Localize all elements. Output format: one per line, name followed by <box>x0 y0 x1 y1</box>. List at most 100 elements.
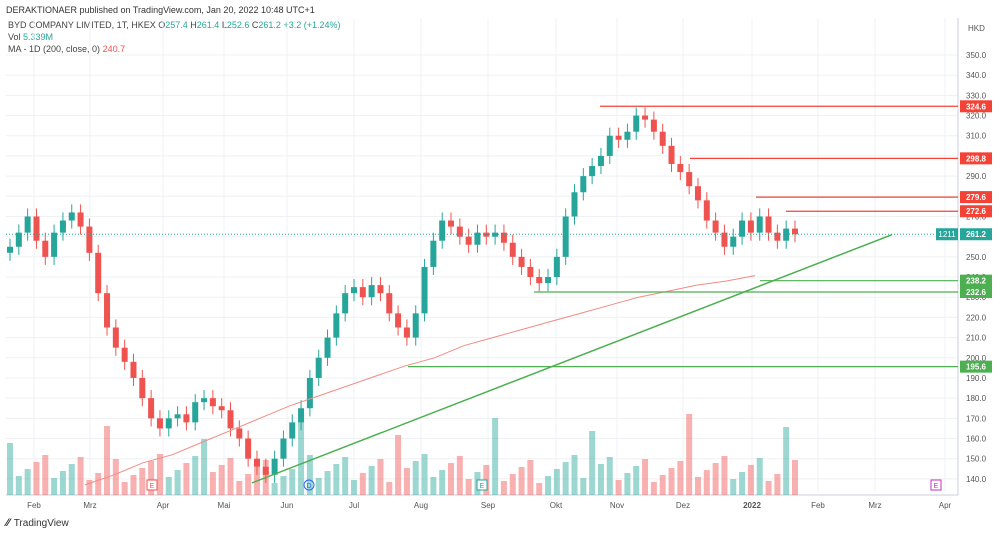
candle-body <box>262 466 269 475</box>
volume-bar <box>456 456 463 495</box>
candle-body <box>148 398 155 419</box>
candle-body <box>156 418 163 429</box>
x-tick-label: Apr <box>157 501 170 510</box>
legend-close-label: C <box>251 20 259 30</box>
candle-body <box>306 377 313 409</box>
y-tick-label: 150.0 <box>966 455 987 464</box>
x-tick-label: Nov <box>610 501 624 510</box>
legend-low: 252.6 <box>226 20 250 30</box>
candle-body <box>395 313 402 328</box>
earnings-marker-icon <box>146 479 158 491</box>
candle-body <box>121 347 128 362</box>
candle-body <box>165 418 172 429</box>
candle-body <box>792 228 798 235</box>
earnings-marker-icon <box>930 479 942 491</box>
volume-bar <box>439 470 446 495</box>
volume-bar <box>580 478 587 495</box>
volume-bar <box>571 455 578 495</box>
volume-bar <box>377 459 384 495</box>
volume-bar <box>774 474 781 495</box>
y-tick-label: 350.0 <box>966 51 987 60</box>
volume-bar <box>650 482 657 495</box>
publish-info: DERAKTIONAER published on TradingView.co… <box>6 5 315 15</box>
volume-bar <box>227 458 234 495</box>
volume-bar <box>492 418 499 495</box>
volume-bar <box>509 474 516 495</box>
candle-body <box>271 458 278 475</box>
x-tick-label: 2022 <box>743 501 761 510</box>
volume-bar <box>642 459 649 495</box>
volume-bar <box>95 473 102 495</box>
candle-body <box>650 119 657 132</box>
legend-high: 261.4 <box>196 20 220 30</box>
volume-bar <box>421 454 428 495</box>
candle-body <box>236 428 243 439</box>
candle-body <box>421 266 428 314</box>
x-tick-label: Mrz <box>83 501 96 510</box>
candle-body <box>403 327 410 338</box>
y-tick-label: 290.0 <box>966 172 987 181</box>
support-price-tag <box>960 285 992 298</box>
volume-bar <box>298 422 305 495</box>
x-tick-label: Feb <box>27 501 41 510</box>
resistance-price-tag <box>960 191 992 204</box>
volume-bar <box>633 466 640 495</box>
y-tick-label: 340.0 <box>966 71 987 80</box>
candle-body <box>289 422 296 439</box>
volume-bar <box>77 457 84 495</box>
legend-open: 257.4 <box>165 20 188 30</box>
candle-body <box>95 252 102 294</box>
candle-body <box>571 192 578 217</box>
candle-body <box>545 277 552 284</box>
legend-ma-value: 240.7 <box>102 44 126 54</box>
x-tick-label: Dez <box>676 501 690 510</box>
volume-bar <box>694 477 701 495</box>
candle-body <box>315 357 322 378</box>
candle-body <box>597 155 604 167</box>
volume-bar <box>174 470 181 495</box>
trendline <box>251 233 893 484</box>
support-price-tag <box>960 360 992 373</box>
volume-bar <box>765 481 772 495</box>
volume-bar <box>553 469 560 495</box>
candle-body <box>104 293 111 328</box>
candle-body <box>562 216 569 257</box>
volume-bar <box>545 476 552 495</box>
volume-bar <box>403 468 410 495</box>
moving-average-line <box>84 275 756 486</box>
x-tick-label: Aug <box>414 501 428 510</box>
volume-bar <box>518 467 525 495</box>
candle-body <box>615 135 622 140</box>
candle-body <box>774 232 781 241</box>
y-tick-label: 220.0 <box>966 313 987 322</box>
candle-body <box>227 410 234 429</box>
volume-bar <box>104 426 111 495</box>
y-tick-label: 190.0 <box>966 374 987 383</box>
resistance-price-label: 272.6 <box>966 207 987 216</box>
footer-brand-text: TradingView <box>13 517 69 529</box>
legend-vol-value: 5.339M <box>23 32 54 42</box>
candle-body <box>580 176 587 193</box>
volume-bar <box>15 476 22 495</box>
event-marker-label: D <box>306 483 311 490</box>
candle-body <box>448 220 455 227</box>
volume-bar <box>686 414 693 495</box>
volume-bar <box>130 475 137 495</box>
candle-body <box>509 242 516 257</box>
x-tick-label: Feb <box>811 501 825 510</box>
resistance-price-label: 324.6 <box>966 102 987 111</box>
candle-body <box>42 240 49 257</box>
candle-body <box>730 236 737 247</box>
volume-bar <box>730 479 737 495</box>
candle-body <box>659 131 666 146</box>
candle-body <box>333 313 340 338</box>
volume-bar <box>324 471 331 495</box>
candle-body <box>112 327 119 348</box>
volume-bar <box>342 457 349 495</box>
legend-high-label: H <box>190 20 197 30</box>
candle-body <box>668 145 675 165</box>
volume-bar <box>121 482 128 495</box>
candle-body <box>677 164 684 173</box>
candle-body <box>694 186 701 201</box>
